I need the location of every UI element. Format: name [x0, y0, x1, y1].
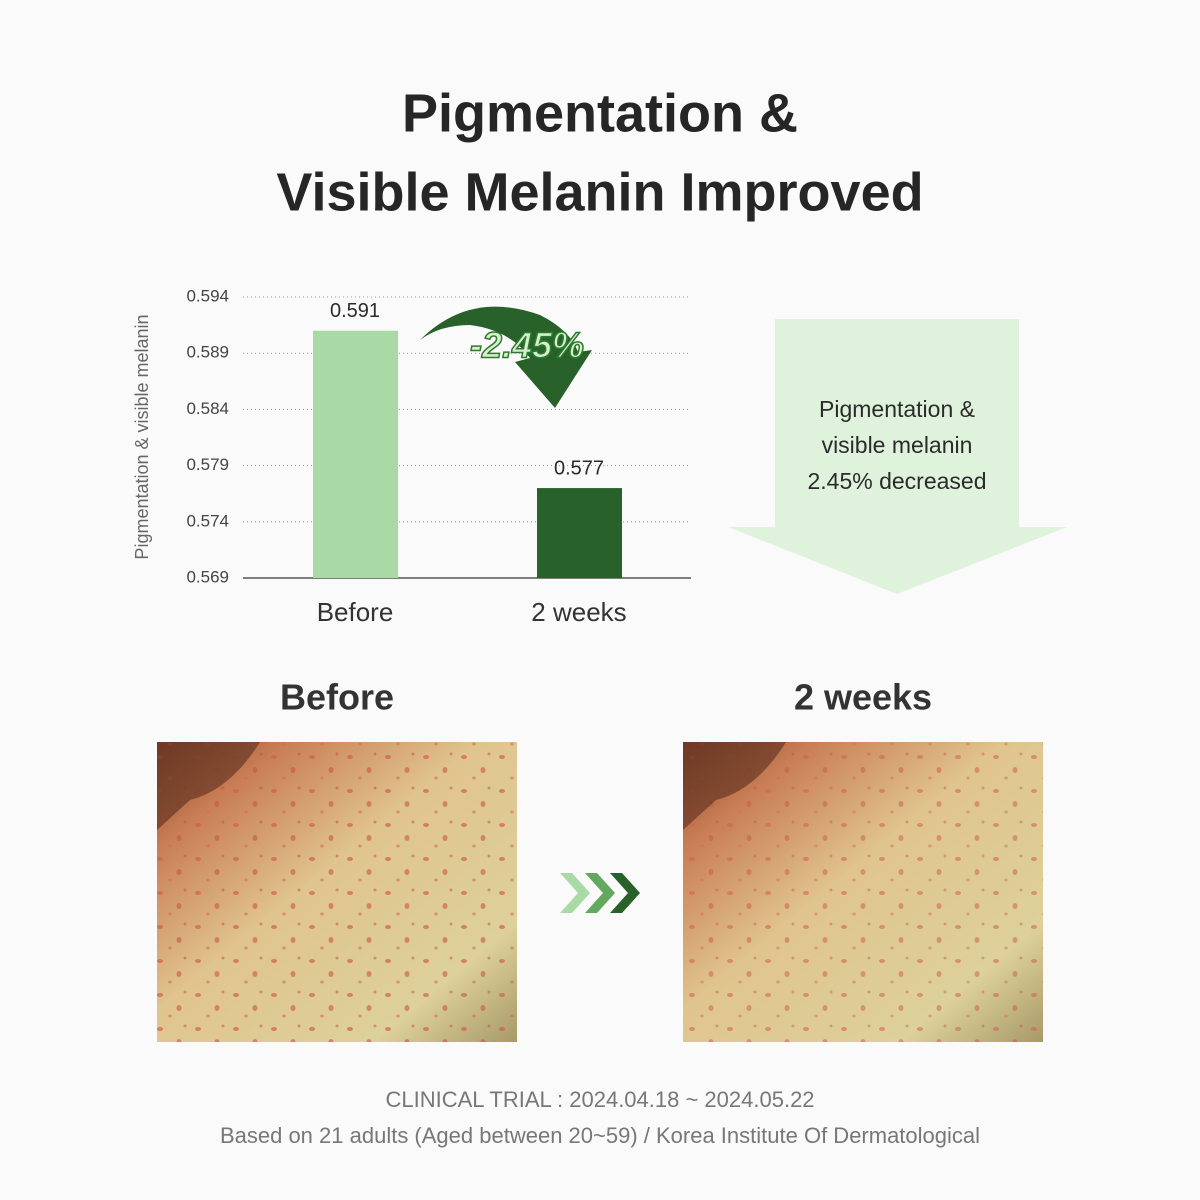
- bar: [537, 488, 622, 578]
- chart: Pigmentation & visible melanin 0.569 0.57…: [132, 286, 691, 627]
- x-tick-label: 2 weeks: [531, 597, 626, 627]
- callout-text: Pigmentation &: [819, 396, 975, 422]
- title-line: Pigmentation &: [402, 83, 798, 143]
- value-label: 0.591: [330, 300, 380, 322]
- change-annotation: -2.45%: [470, 325, 584, 366]
- y-tick-label: 0.589: [186, 343, 229, 362]
- x-tick-label: Before: [317, 597, 394, 627]
- y-tick-label: 0.574: [186, 511, 229, 530]
- value-label: 0.577: [554, 457, 604, 479]
- callout-arrow: [728, 319, 1067, 594]
- y-axis-label: Pigmentation & visible melanin: [132, 314, 152, 559]
- photo-label: 2 weeks: [794, 677, 932, 718]
- callout-text: visible melanin: [822, 432, 973, 458]
- change-arrow: [420, 306, 592, 408]
- photo-spots: [683, 742, 1043, 1042]
- photo-shadow: [157, 742, 260, 830]
- photo-spots: [157, 742, 517, 1042]
- photo-label: Before: [280, 677, 394, 718]
- y-tick-label: 0.579: [186, 455, 229, 474]
- y-tick-label: 0.569: [186, 567, 229, 586]
- footer-text: Based on 21 adults (Aged between 20~59) …: [220, 1123, 980, 1148]
- bar: [313, 330, 398, 578]
- chevrons: [560, 873, 640, 913]
- footer-text: CLINICAL TRIAL : 2024.04.18 ~ 2024.05.22: [385, 1087, 814, 1112]
- callout-text: 2.45% decreased: [807, 468, 986, 494]
- title-line: Visible Melanin Improved: [276, 162, 923, 222]
- y-tick-label: 0.594: [186, 286, 229, 305]
- y-tick-label: 0.584: [186, 399, 229, 418]
- photo-shadow: [683, 742, 786, 830]
